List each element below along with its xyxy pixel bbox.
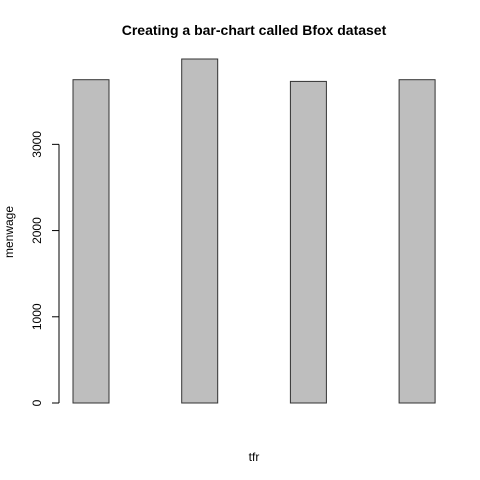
bars-group [72,58,436,404]
bar-2 [181,58,219,404]
x-axis-label: tfr [249,450,260,464]
y-tick-label: 2000 [30,217,44,244]
y-axis: 0 1000 2000 3000 [30,131,60,406]
y-tick-label: 1000 [30,303,44,330]
bar-3 [289,80,327,404]
chart-title: Creating a bar-chart called Bfox dataset [122,22,387,38]
y-tick-label: 0 [30,399,44,406]
y-axis-label: menwage [2,206,16,258]
bar-1 [72,79,110,404]
y-tick-label: 3000 [30,131,44,158]
bar-4 [398,79,436,404]
